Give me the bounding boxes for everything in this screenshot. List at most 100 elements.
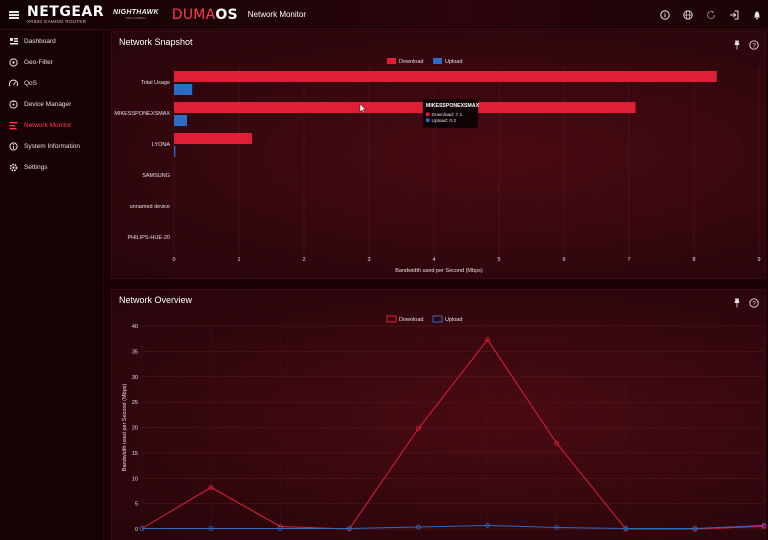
page-title: Network Monitor [247, 10, 306, 19]
upload-point [623, 526, 629, 531]
pin-icon[interactable] [733, 295, 741, 308]
sidebar-item-geo-filter[interactable]: Geo-Filter [0, 52, 103, 73]
sidebar-item-dashboard[interactable]: Dashboard [0, 31, 103, 52]
download-bar [174, 133, 252, 144]
pin-icon[interactable] [733, 37, 741, 50]
y-tick-label: 35 [132, 349, 138, 355]
menu-icon[interactable] [9, 10, 19, 19]
geo-filter-icon [9, 58, 18, 67]
help-icon[interactable]: ? [749, 295, 759, 308]
legend-label: Download [399, 317, 423, 323]
sidebar-item-label: Network Monitor [24, 122, 72, 129]
upload-point [277, 526, 283, 531]
category-label: Total Usage [141, 80, 170, 86]
nighthawk-logo: NIGHTHAWK PRO GAMING [113, 9, 159, 20]
dashboard-icon [9, 37, 18, 46]
category-label: SAMSUNG [142, 173, 170, 179]
svg-text:?: ? [752, 42, 756, 49]
download-point [554, 440, 560, 446]
x-axis-label: Bandwidth used per Second (Mbps) [395, 268, 483, 274]
tooltip-download: Download: 7.1 [432, 112, 463, 118]
sidebar-item-network-monitor[interactable]: Network Monitor [0, 115, 103, 136]
snapshot-chart: Download Upload 0 1 2 3 4 5 6 7 8 9 Bandwidth used p… [114, 58, 761, 274]
settings-icon [9, 163, 18, 172]
info-icon[interactable] [658, 8, 672, 22]
sidebar: Dashboard Geo-Filter QoS Device Manager … [0, 31, 104, 540]
help-icon[interactable]: ? [749, 37, 759, 50]
tooltip-upload-swatch [426, 118, 430, 122]
x-tick-label: 8 [692, 257, 695, 263]
download-point [416, 426, 421, 431]
sidebar-item-label: Dashboard [24, 38, 56, 45]
sidebar-item-system-information[interactable]: System Information [0, 136, 103, 157]
category-label: MIKESSPONEXSMAX [114, 111, 170, 117]
upload-point [416, 524, 421, 530]
legend-label: Upload [445, 317, 462, 323]
sidebar-item-label: Settings [24, 164, 48, 171]
y-tick-label: 0 [135, 527, 138, 533]
bell-icon[interactable] [750, 8, 764, 22]
x-tick-label: 5 [497, 257, 500, 263]
y-tick-label: 10 [132, 476, 138, 482]
legend-swatch [386, 315, 397, 323]
category-label: PHILIPS-HUE-20 [128, 235, 171, 241]
logout-icon[interactable] [727, 8, 741, 22]
category-label: LYONA [152, 142, 171, 148]
upload-point [346, 526, 352, 531]
upload-point [761, 523, 767, 528]
x-tick-label: 4 [432, 257, 435, 263]
brand-subtitle: XR500 GAMING ROUTER [27, 18, 87, 24]
panel-title: Network Overview [119, 295, 193, 305]
sidebar-item-label: System Information [24, 143, 80, 150]
network-monitor-icon [9, 121, 18, 130]
sidebar-item-label: Device Manager [24, 101, 72, 108]
legend-swatch [387, 58, 396, 64]
download-point [485, 337, 490, 343]
download-line [141, 338, 765, 530]
refresh-icon[interactable] [704, 8, 718, 22]
upload-bar [174, 146, 176, 157]
sidebar-item-settings[interactable]: Settings [0, 157, 103, 178]
upload-point [554, 525, 560, 530]
x-tick-label: 7 [627, 257, 630, 263]
y-tick-label: 25 [132, 400, 138, 406]
y-tick-label: 20 [132, 426, 138, 432]
x-tick-label: 2 [302, 257, 305, 263]
tooltip-download-swatch [426, 112, 430, 116]
x-tick-label: 0 [172, 257, 175, 263]
x-tick-label: 6 [562, 257, 565, 263]
globe-icon[interactable] [681, 8, 695, 22]
upload-point [208, 526, 214, 531]
duma-suffix: OS [215, 6, 238, 23]
x-tick-label: 3 [367, 257, 370, 263]
y-tick-label: 15 [132, 451, 138, 457]
brand-name: NETGEAR [27, 3, 104, 20]
network-snapshot-panel: Network Snapshot ? Download Upload 0 1 2 3 4 5 6… [111, 31, 766, 279]
dumaos-logo: DUMAOS [172, 7, 238, 23]
qos-icon [9, 79, 18, 88]
svg-text:?: ? [752, 300, 756, 307]
x-tick-label: 1 [237, 257, 240, 263]
sidebar-item-qos[interactable]: QoS [0, 73, 103, 94]
sidebar-item-label: Geo-Filter [24, 59, 53, 66]
download-bar [174, 71, 717, 82]
tooltip-title: MIKESSPONEXSMAX [426, 103, 480, 109]
sidebar-item-device-manager[interactable]: Device Manager [0, 94, 103, 115]
download-point [208, 484, 214, 490]
x-tick-label: 9 [757, 257, 760, 263]
netgear-logo: NETGEAR XR500 GAMING ROUTER [27, 5, 104, 25]
upload-point [485, 523, 490, 528]
upload-bar [174, 115, 187, 126]
upload-bar [174, 84, 193, 95]
mouse-cursor [359, 103, 366, 114]
y-tick-label: 40 [132, 324, 138, 330]
system-info-icon [9, 142, 18, 151]
legend-label: Upload [445, 59, 462, 65]
y-axis-label: Bandwidth used per Second (Mbps) [122, 384, 128, 472]
duma-prefix: DUMA [171, 6, 216, 23]
legend-swatch [432, 315, 443, 323]
category-label: unnamed device [130, 204, 170, 210]
top-bar: NETGEAR XR500 GAMING ROUTER NIGHTHAWK PR… [0, 0, 768, 30]
panel-title: Network Snapshot [119, 37, 193, 47]
